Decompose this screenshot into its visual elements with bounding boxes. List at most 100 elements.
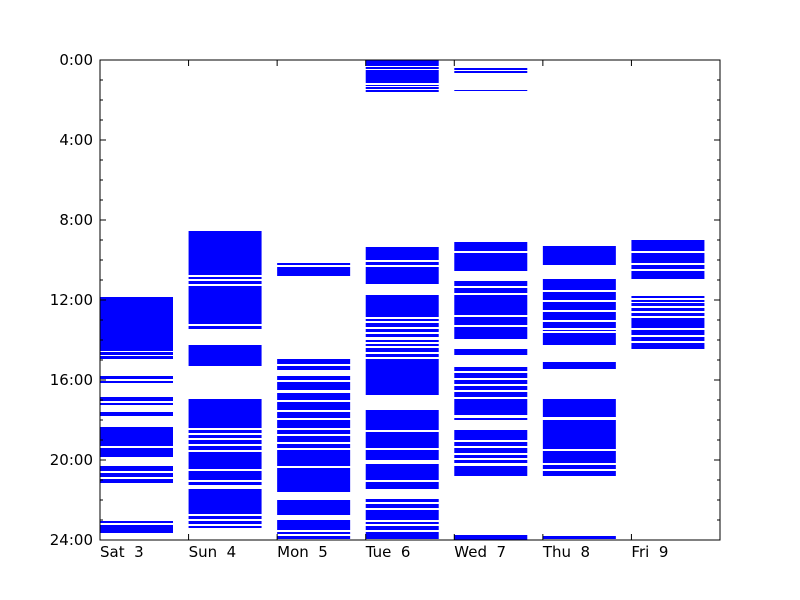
time-block-bar — [542, 420, 616, 449]
time-block-bar — [454, 430, 528, 440]
time-block-bar — [365, 504, 439, 508]
y-tick-label: 24:00 — [50, 531, 93, 549]
time-block-bar — [454, 418, 528, 420]
time-block-bar — [542, 536, 616, 539]
time-block-bar — [277, 500, 351, 515]
time-block-bar — [188, 277, 262, 279]
time-block-bar — [277, 468, 351, 492]
time-block-bar — [188, 446, 262, 450]
time-block-bar — [188, 452, 262, 469]
time-block-bar — [365, 323, 439, 327]
time-block-bar — [100, 352, 173, 355]
time-block-bar — [631, 300, 705, 302]
time-block-bar — [277, 444, 351, 448]
time-block-bar — [188, 399, 262, 428]
time-block-bar — [454, 281, 528, 286]
time-block-bar — [277, 412, 351, 418]
bars-layer — [100, 60, 705, 540]
time-block-bar — [631, 313, 705, 316]
time-block-bar — [542, 399, 616, 417]
time-block-bar — [277, 376, 351, 380]
time-block-bar — [188, 440, 262, 444]
time-block-bar — [365, 329, 439, 332]
time-block-bar — [365, 87, 439, 89]
time-block-bar — [365, 450, 439, 460]
time-block-bar — [454, 392, 528, 397]
time-block-bar — [365, 510, 439, 520]
time-block-bar — [365, 410, 439, 430]
time-block-bar — [454, 460, 528, 463]
time-block-bar — [100, 473, 173, 477]
time-block-bar — [188, 286, 262, 324]
time-block-bar — [631, 343, 705, 349]
time-block-bar — [365, 70, 439, 83]
time-block-bar — [100, 521, 173, 523]
x-tick-label: Mon 5 — [277, 543, 328, 561]
x-tick-label: Tue 6 — [365, 543, 411, 561]
time-block-bar — [542, 451, 616, 463]
time-block-bar — [542, 362, 616, 369]
time-block-bar — [100, 376, 173, 379]
time-block-bar — [454, 242, 528, 251]
time-block-bar — [277, 420, 351, 428]
time-block-bar — [277, 393, 351, 400]
time-block-bar — [631, 318, 705, 328]
time-block-bar — [542, 322, 616, 328]
y-tick-label: 16:00 — [50, 371, 93, 389]
time-block-bar — [188, 489, 262, 514]
time-block-bar — [542, 471, 616, 476]
time-block-bar — [631, 296, 705, 298]
time-block-bar — [277, 536, 351, 539]
y-tick-label: 4:00 — [59, 131, 93, 149]
time-block-bar — [365, 340, 439, 342]
time-block-bar — [100, 466, 173, 471]
time-block-bar — [542, 279, 616, 290]
time-block-bar — [100, 412, 173, 416]
time-block-bar — [454, 327, 528, 339]
time-block-bar — [277, 366, 351, 370]
time-block-bar — [542, 292, 616, 300]
time-block-bar — [454, 535, 528, 540]
time-block-bar — [365, 359, 439, 395]
time-block-bar — [100, 397, 173, 401]
time-block-bar — [365, 532, 439, 539]
time-block-bar — [454, 373, 528, 378]
time-block-bar — [454, 90, 528, 91]
time-block-bar — [454, 455, 528, 458]
time-block-bar — [100, 427, 173, 446]
y-tick-label: 12:00 — [50, 291, 93, 309]
time-block-bar — [454, 399, 528, 415]
plot-frame — [99, 59, 721, 541]
time-block-bar — [542, 333, 616, 345]
time-block-bar — [631, 303, 705, 306]
time-block-bar — [365, 267, 439, 284]
time-block-bar — [631, 240, 705, 251]
y-tick-label: 20:00 — [50, 451, 93, 469]
time-block-bar — [454, 349, 528, 355]
time-block-bar — [365, 60, 439, 66]
time-block-bar — [365, 262, 439, 265]
time-block-bar — [100, 403, 173, 405]
time-block-bar — [542, 330, 616, 331]
time-block-bar — [631, 253, 705, 263]
time-block-bar — [100, 356, 173, 359]
time-block-bar — [277, 436, 351, 442]
time-block-bar — [631, 271, 705, 279]
x-tick-label: Wed 7 — [454, 543, 506, 561]
time-block-bar — [365, 526, 439, 530]
time-block-bar — [277, 263, 351, 265]
time-block-bar — [277, 267, 351, 276]
time-block-bar — [277, 382, 351, 390]
time-block-bar — [365, 522, 439, 524]
x-tick-label: Sat 3 — [100, 543, 144, 561]
time-block-bar — [100, 479, 173, 483]
time-block-bar — [277, 450, 351, 466]
time-block-bar — [188, 526, 262, 528]
time-block-bar — [454, 68, 528, 70]
x-tick-label: Thu 8 — [542, 543, 590, 561]
time-block-bar — [454, 466, 528, 476]
time-block-bar — [365, 482, 439, 489]
y-tick-label: 0:00 — [59, 51, 93, 69]
time-block-bar — [365, 295, 439, 317]
time-block-bar — [365, 348, 439, 352]
